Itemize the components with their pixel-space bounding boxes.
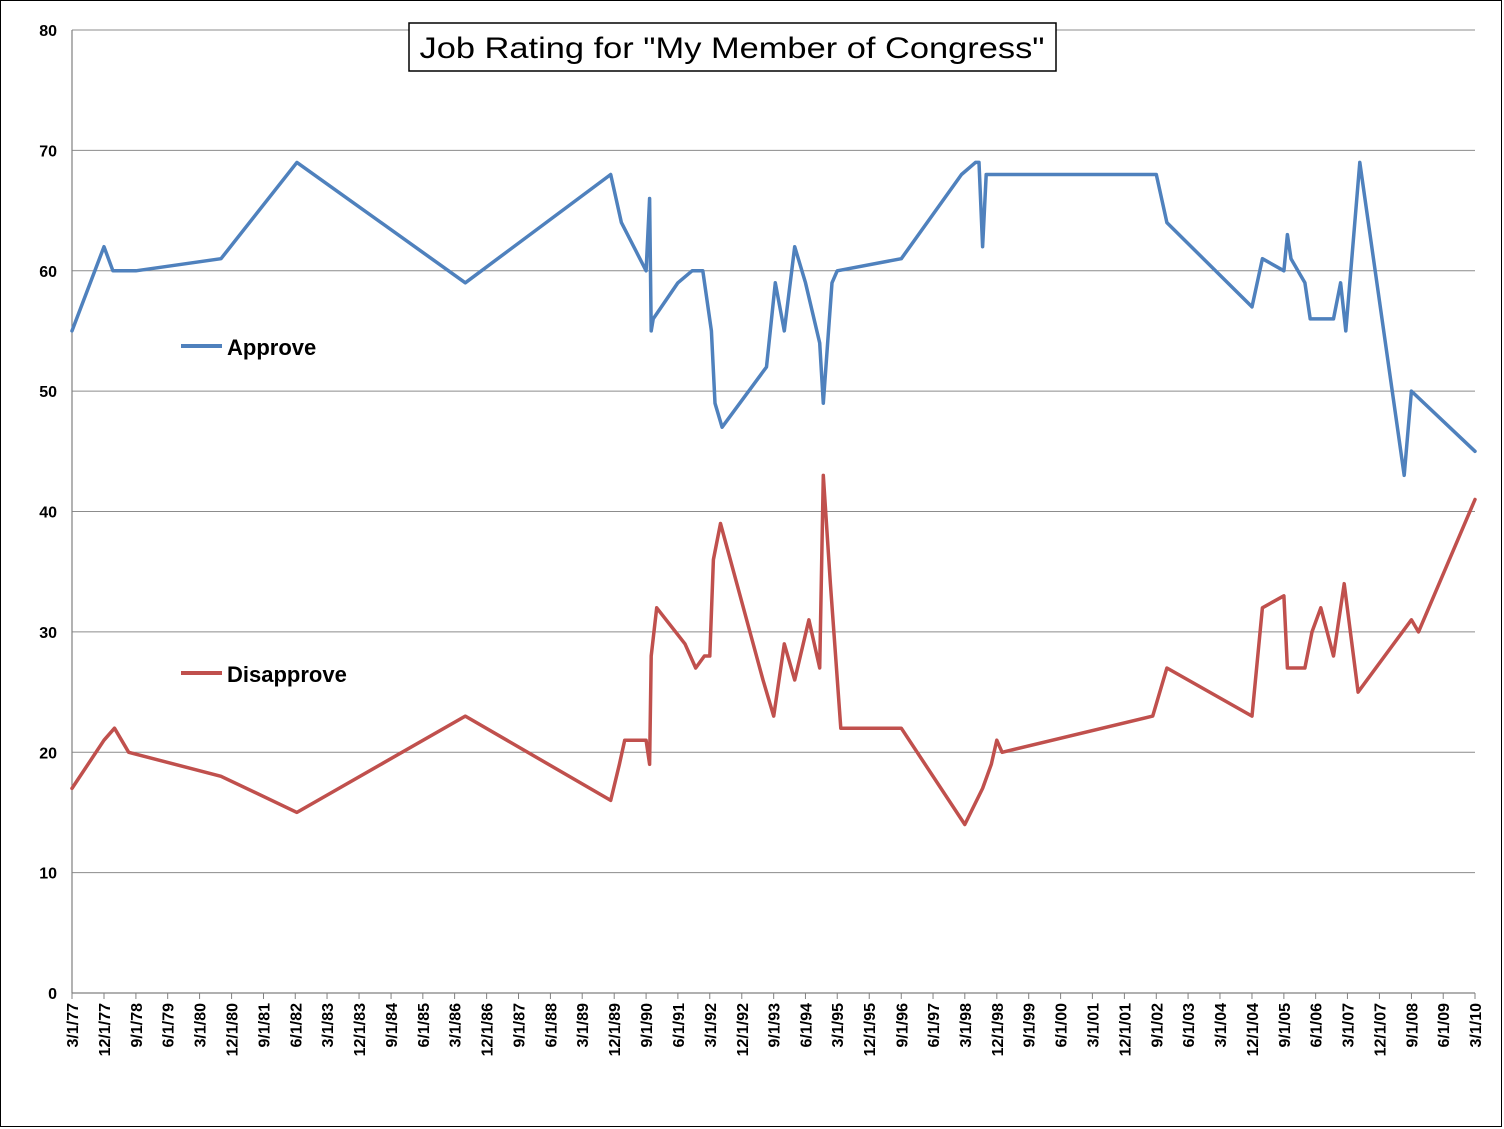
x-tick-label: 9/1/90 [639, 1003, 656, 1048]
x-tick-label: 6/1/88 [543, 1003, 560, 1048]
series-line-approve [70, 160, 1477, 478]
y-tick-label: 20 [39, 745, 57, 762]
chart-title: Job Rating for "My Member of Congress" [420, 32, 1045, 65]
x-tick-label: 12/1/92 [735, 1003, 752, 1056]
title-border [408, 22, 1057, 72]
x-tick-label: 9/1/08 [1404, 1003, 1421, 1048]
y-tick-label: 70 [39, 143, 57, 160]
x-tick-label: 3/1/98 [958, 1003, 975, 1048]
y-tick-label: 80 [39, 23, 57, 40]
x-tick-label: 3/1/89 [575, 1003, 592, 1048]
x-tick-label: 12/1/80 [225, 1003, 242, 1056]
x-tick-label: 3/1/92 [703, 1003, 720, 1048]
y-tick-label: 60 [39, 264, 57, 281]
series-line-disapprove [70, 473, 1477, 827]
y-tick-label: 10 [39, 866, 57, 883]
x-tick-label: 6/1/00 [1054, 1003, 1071, 1048]
x-tick-label: 6/1/79 [161, 1003, 178, 1048]
x-tick-label: 9/1/96 [894, 1003, 911, 1048]
x-tick-label: 9/1/93 [767, 1003, 784, 1048]
x-tick-label: 12/1/89 [607, 1003, 624, 1056]
legend-label-disapprove: Disapprove [227, 662, 347, 687]
x-tick-label: 3/1/83 [320, 1003, 337, 1048]
x-tick-label: 12/1/98 [990, 1003, 1007, 1056]
x-tick-label: 3/1/07 [1340, 1003, 1357, 1048]
x-tick-label: 12/1/01 [1117, 1003, 1134, 1056]
x-tick-label: 6/1/94 [798, 1003, 815, 1048]
x-tick-label: 6/1/06 [1309, 1003, 1326, 1048]
series-lines [70, 160, 1477, 827]
x-tick-label: 9/1/84 [384, 1003, 401, 1048]
x-tick-label: 12/1/95 [862, 1003, 879, 1056]
y-tick-labels: 0 10 20 30 40 50 60 70 80 [39, 23, 57, 1003]
x-tick-label: 12/1/04 [1245, 1003, 1262, 1056]
x-tick-label: 6/1/97 [926, 1003, 943, 1048]
legend: Approve Disapprove [181, 335, 347, 687]
x-tick-label: 3/1/86 [448, 1003, 465, 1048]
x-tick-label: 3/1/01 [1085, 1003, 1102, 1048]
y-tick-label: 0 [48, 986, 57, 1003]
x-tick-label: 9/1/81 [256, 1003, 273, 1048]
x-tick-label: 9/1/78 [129, 1003, 146, 1048]
x-tick-label: 6/1/85 [416, 1003, 433, 1048]
x-tick-label: 12/1/07 [1372, 1003, 1389, 1056]
x-tick-label: 9/1/87 [512, 1003, 529, 1048]
x-tick-label: 12/1/83 [352, 1003, 369, 1056]
x-tick-label: 6/1/82 [288, 1003, 305, 1048]
x-tick-label: 12/1/77 [97, 1003, 114, 1056]
x-tick-label: 3/1/77 [65, 1003, 82, 1048]
x-tick-label: 3/1/10 [1468, 1003, 1485, 1048]
x-tick-labels: 3/1/77 12/1/77 9/1/78 6/1/79 3/1/80 12/1/80 9/… [65, 993, 1485, 1056]
x-tick-label: 3/1/95 [830, 1003, 847, 1048]
x-tick-label: 3/1/04 [1213, 1003, 1230, 1048]
y-tick-label: 50 [39, 384, 57, 401]
x-tick-label: 6/1/91 [671, 1003, 688, 1048]
gridlines [72, 29, 1475, 874]
x-tick-label: 9/1/05 [1277, 1003, 1294, 1048]
y-tick-label: 30 [39, 625, 57, 642]
x-tick-label: 9/1/99 [1022, 1003, 1039, 1048]
x-tick-label: 9/1/02 [1149, 1003, 1166, 1048]
y-tick-label: 40 [39, 505, 57, 522]
chart-title-box: Job Rating for "My Member of Congress" [408, 22, 1057, 72]
x-tick-label: 6/1/09 [1436, 1003, 1453, 1048]
x-tick-label: 12/1/86 [480, 1003, 497, 1056]
x-tick-label: 3/1/80 [193, 1003, 210, 1048]
x-tick-label: 6/1/03 [1181, 1003, 1198, 1048]
legend-label-approve: Approve [227, 335, 316, 360]
